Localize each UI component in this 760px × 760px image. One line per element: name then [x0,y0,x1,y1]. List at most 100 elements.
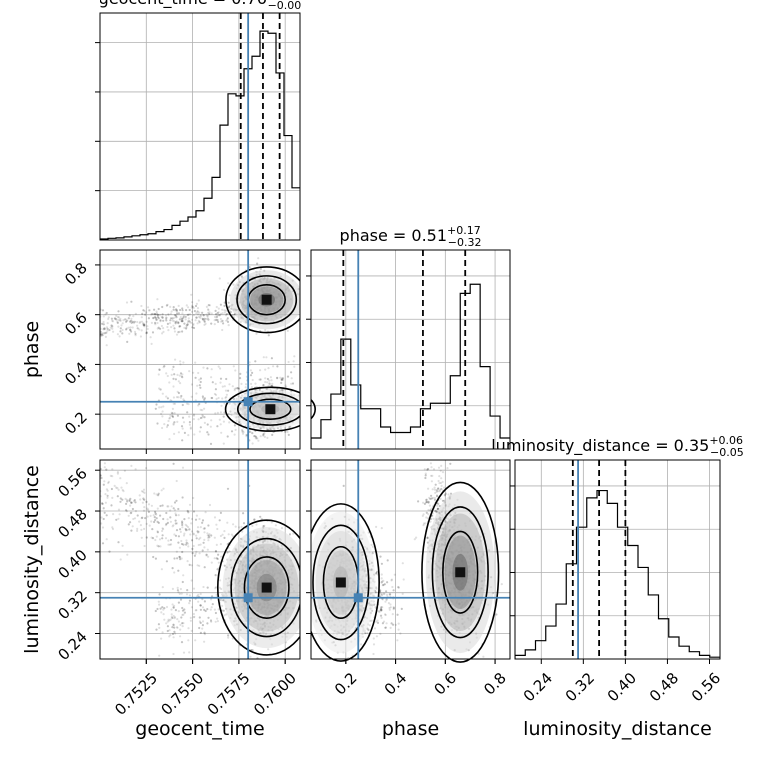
sample-point [236,387,239,390]
sample-point [117,316,121,319]
joint-panel-geocent_time-luminosity_distance [95,459,317,664]
sample-point [102,323,105,326]
sample-point [130,321,133,324]
sample-point [189,321,192,324]
sample-point [129,326,132,329]
sample-point [183,532,186,535]
sample-point [213,315,217,319]
sample-point [178,592,181,596]
sample-point [145,536,148,539]
sample-point [170,543,173,546]
sample-point [143,324,146,327]
sample-point [270,357,273,360]
sample-point [203,640,206,643]
sample-point [177,514,180,517]
sample-point [116,321,119,324]
sample-point [185,304,188,307]
sample-point [250,382,253,385]
sample-point [215,305,218,309]
sample-point [170,608,173,611]
sample-point [146,515,149,518]
sample-point [139,498,142,501]
sample-point [173,320,176,323]
sample-point [178,325,181,328]
sample-point [104,501,107,504]
sample-point [195,302,198,305]
sample-point [179,623,182,627]
sample-point [219,367,222,370]
sample-point [153,308,156,311]
sample-point [153,312,156,316]
sample-point [265,387,268,391]
sample-point [225,393,228,396]
sample-point [171,368,174,371]
sample-point [117,517,120,520]
sample-point [100,333,103,336]
sample-point [127,514,130,517]
sample-point [180,319,184,322]
sample-point [161,305,164,309]
sample-point [181,427,184,430]
sample-point [197,593,200,597]
sample-point [131,320,134,323]
sample-point [187,639,190,642]
sample-point [196,310,199,313]
sample-point [185,324,188,327]
sample-point [186,589,189,592]
sample-point [198,320,201,323]
sample-point [136,514,139,517]
sample-point [218,314,221,317]
sample-point [213,516,217,519]
sample-point [187,319,190,322]
sample-point [206,586,209,589]
sample-point [164,317,168,320]
histogram-step-luminosity_distance [514,489,720,659]
sample-point [182,574,185,577]
sample-point [181,376,184,379]
sample-point [134,510,137,513]
sample-point [188,308,191,312]
sample-point [177,396,180,399]
sample-point [241,389,244,392]
sample-point [185,327,188,330]
sample-point [216,425,219,428]
sample-point [160,637,163,640]
sample-point [226,320,230,323]
sample-point [145,331,148,334]
sample-point [248,361,251,364]
sample-point [101,334,104,337]
sample-point [231,385,234,388]
sample-point [232,397,235,401]
sample-point [125,328,128,331]
sample-point [125,301,129,304]
sample-point [245,433,248,437]
sample-point [206,423,209,426]
sample-point [180,319,184,322]
sample-point [254,435,257,438]
sample-point [239,372,242,375]
sample-point [254,360,257,363]
sample-point [262,434,265,437]
sample-point [105,538,108,541]
sample-point [155,403,158,406]
sample-point [180,539,183,543]
sample-point [249,369,252,372]
sample-point [103,480,106,483]
sample-point [284,430,287,433]
sample-point [201,409,204,412]
sample-point [233,389,236,392]
sample-point [180,320,183,323]
sample-point [236,387,239,390]
sample-point [173,616,177,619]
sample-point [175,479,178,483]
sample-point [147,306,150,309]
sample-point [191,301,194,304]
sample-point [141,312,144,315]
sample-point [157,373,160,376]
sample-point [190,304,194,307]
sample-point [180,425,184,428]
sample-point [193,309,196,313]
sample-point [198,315,201,318]
sample-point [127,326,130,329]
sample-point [226,318,229,321]
